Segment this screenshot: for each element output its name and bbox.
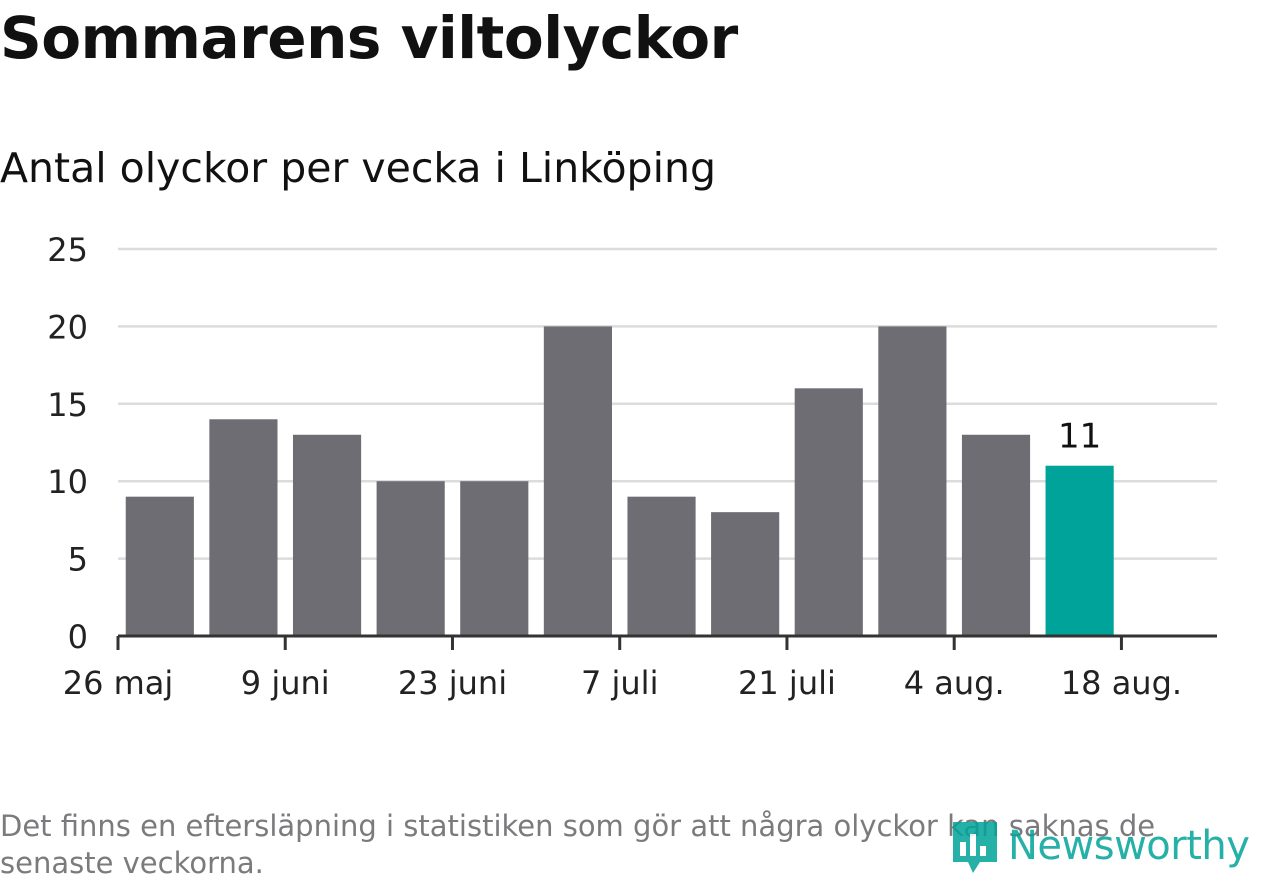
newsworthy-chart-icon (953, 822, 997, 873)
data-labels: 11 (1058, 417, 1101, 457)
chart-subtitle: Antal olyckor per vecka i Linköping (0, 144, 716, 192)
y-tick-label: 15 (47, 386, 88, 424)
chart-title: Sommarens viltolyckor (0, 4, 738, 72)
x-tick-label: 23 juni (398, 664, 507, 702)
x-tick-label: 7 juli (581, 664, 658, 702)
y-tick-label: 5 (68, 541, 88, 579)
y-tick-label: 25 (47, 231, 88, 269)
bar (209, 419, 278, 636)
x-axis-tick-labels: 26 maj 9 juni 23 juni 7 juli 21 juli 4 aug. 18… (63, 664, 1182, 702)
bar (376, 481, 445, 636)
bar (794, 388, 863, 636)
y-tick-label: 20 (47, 308, 88, 346)
y-axis-tick-labels: 0 5 10 15 20 25 (47, 231, 88, 656)
bars (125, 326, 1114, 636)
y-tick-label: 10 (47, 463, 88, 501)
x-tick-label: 21 juli (738, 664, 836, 702)
bar (627, 496, 696, 636)
y-tick-label: 0 (68, 618, 88, 656)
bar-highlight (1045, 465, 1114, 636)
x-tick-label: 4 aug. (904, 664, 1005, 702)
x-tick-label: 26 maj (63, 664, 174, 702)
x-tick-label: 18 aug. (1061, 664, 1182, 702)
bar (543, 326, 612, 636)
bar (460, 481, 529, 636)
x-axis (116, 634, 1217, 650)
bar-value-label: 11 (1058, 417, 1101, 457)
newsworthy-logo: Newsworthy (950, 816, 1250, 876)
x-tick-label: 9 juni (241, 664, 330, 702)
bar (961, 434, 1031, 636)
bar (878, 326, 947, 636)
bar (292, 434, 362, 636)
bar (125, 496, 194, 636)
logo-wordmark: Newsworthy (1008, 823, 1250, 869)
bar (711, 512, 780, 636)
